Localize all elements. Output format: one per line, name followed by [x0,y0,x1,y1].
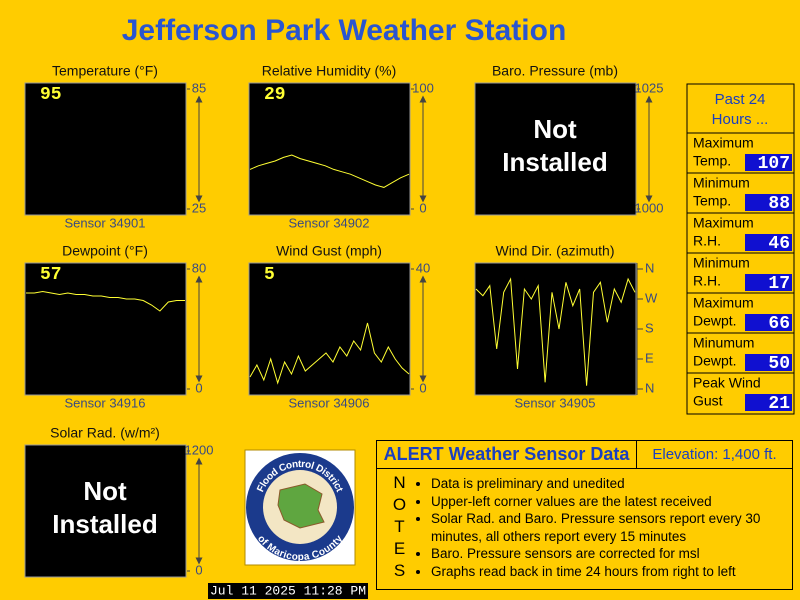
row-value: 107 [758,154,790,174]
row-label: Dewpt. [693,313,737,329]
y-tick-label: S [645,320,654,335]
row-value: 17 [768,274,790,294]
y-tick-label: 0 [419,380,426,395]
y-tick-label: 0 [195,562,202,577]
current-value: 5 [264,265,275,285]
page-title: Jefferson Park Weather Station [122,14,567,47]
plot-area [24,262,187,396]
row-label: Minumum [693,335,754,351]
y-tick-label: N [645,380,654,395]
y-tick-label: 0 [195,380,202,395]
plot-area [24,444,187,578]
value-box [745,154,792,171]
sensor-label: Sensor 34902 [289,215,370,230]
value-box [745,314,792,331]
panel-title: Wind Dir. (azimuth) [495,243,614,259]
note-item: Data is preliminary and unedited [431,475,781,493]
row-label: Maximum [693,135,754,151]
sensor-label: Sensor 34901 [65,215,146,230]
value-box [745,354,792,371]
data-line [475,277,636,386]
current-value: 95 [40,85,62,105]
plot-area [248,262,411,396]
y-tick-label: 0 [419,200,426,215]
plot-area [24,82,187,216]
value-box [745,194,792,211]
sensor-label: Sensor 34916 [65,395,146,410]
row-label: Minimum [693,175,750,191]
not-installed: Not [533,114,577,144]
row-label: R.H. [693,233,721,249]
panel-title: Baro. Pressure (mb) [492,63,618,79]
row-label: Minimum [693,255,750,271]
notes-header: ALERT Weather Sensor Data [377,441,637,469]
y-tick-label: 1200 [185,442,214,457]
note-item: Graphs read back in time 24 hours from r… [431,563,781,581]
row-label: Maximum [693,295,754,311]
note-item: Solar Rad. and Baro. Pressure sensors re… [431,510,781,545]
past24-box [686,83,795,415]
data-line [249,154,410,188]
row-label: Temp. [693,193,731,209]
note-item: Upper-left corner values are the latest … [431,493,781,511]
panel-title: Relative Humidity (%) [262,63,397,79]
y-tick-label: 25 [192,200,206,215]
y-tick-label: W [645,290,658,305]
past24-title: Hours ... [712,111,769,128]
row-label: Temp. [693,153,731,169]
row-value: 88 [768,194,790,214]
panel-title: Wind Gust (mph) [276,243,382,259]
row-label: R.H. [693,273,721,289]
value-box [745,234,792,251]
row-label: Dewpt. [693,353,737,369]
current-value: 57 [40,265,62,285]
y-tick-label: 1000 [635,200,664,215]
logo-map [277,483,325,529]
panel-title: Solar Rad. (w/m²) [50,425,160,441]
timestamp: Jul 11 2025 11:28 PM [210,583,366,598]
row-value: 50 [768,354,790,374]
y-tick-label: 1025 [635,80,664,95]
row-value: 46 [768,234,790,254]
sensor-label: Sensor 34906 [289,395,370,410]
y-tick-label: N [645,260,654,275]
past24-title: Past 24 [715,91,766,108]
row-label: Gust [693,393,723,409]
not-installed: Installed [52,509,157,539]
notes-box: ALERT Weather Sensor Data Elevation: 1,4… [376,440,793,590]
row-label: Maximum [693,215,754,231]
row-label: Peak Wind [693,375,761,391]
note-item: Baro. Pressure sensors are corrected for… [431,545,781,563]
panel-title: Temperature (°F) [52,63,158,79]
elevation: Elevation: 1,400 ft. [637,441,792,469]
value-box [745,274,792,291]
notes-list: Data is preliminary and uneditedUpper-le… [413,475,781,580]
not-installed: Installed [502,147,607,177]
panel-title: Dewpoint (°F) [62,243,148,259]
plot-area [474,262,637,396]
plot-area [474,82,637,216]
row-value: 66 [768,314,790,334]
y-tick-label: 80 [192,260,206,275]
not-installed: Not [83,476,127,506]
sensor-label: Sensor 34905 [515,395,596,410]
notes-label: NOTES [390,473,409,583]
y-tick-label: 40 [416,260,430,275]
y-tick-label: 100 [412,80,434,95]
current-value: 29 [264,85,286,105]
row-value: 21 [768,394,790,414]
y-tick-label: 85 [192,80,206,95]
plot-area [248,82,411,216]
y-tick-label: E [645,350,654,365]
data-line [249,322,410,385]
value-box [745,394,792,411]
data-line [26,290,185,312]
timestamp-bg [208,583,368,599]
